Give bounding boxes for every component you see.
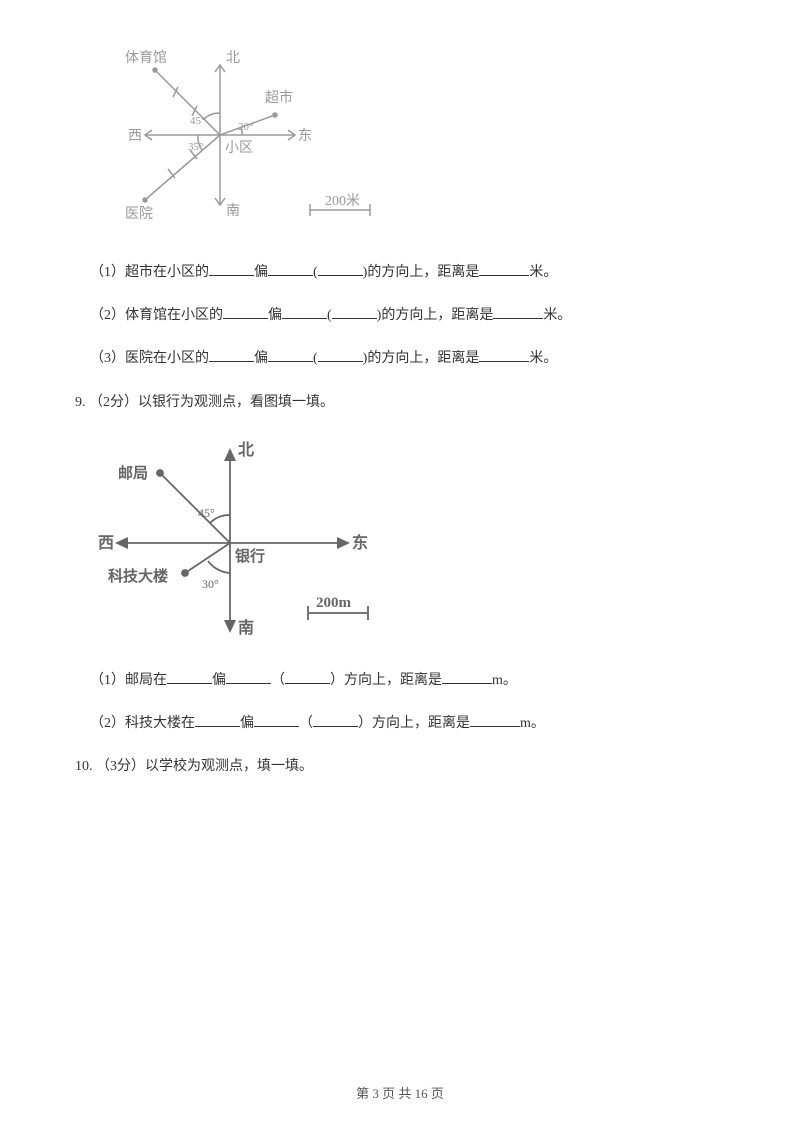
q8-1: （1）超市在小区的偏()的方向上，距离是米。 — [90, 260, 725, 285]
label-angle45: 45° — [190, 115, 205, 127]
label-north2: 北 — [238, 441, 254, 459]
label-scale2: 200m — [316, 595, 352, 611]
q9-1-mid3: ）方向上，距离是 — [330, 673, 442, 688]
label-angle30: 30° — [202, 577, 219, 591]
q9-1-suffix: m。 — [492, 673, 517, 688]
label-east2: 东 — [352, 533, 368, 552]
heading-10: 10. （3分）以学校为观测点，填一填。 — [75, 754, 725, 779]
label-west2: 西 — [98, 534, 114, 552]
label-south: 南 — [226, 203, 240, 219]
blank — [209, 261, 254, 276]
blank — [209, 347, 254, 362]
label-post: 邮局 — [118, 464, 148, 482]
blank — [318, 347, 363, 362]
q9-2-mid2: （ — [299, 716, 313, 731]
blank — [268, 261, 313, 276]
blank — [223, 304, 268, 319]
q9-1: （1）邮局在 偏 （ ）方向上，距离是 m。 — [90, 668, 725, 693]
label-hospital: 医院 — [125, 206, 153, 222]
label-angle20: 20° — [238, 121, 253, 133]
diagram-bank: 北 南 东 西 银行 邮局 科技大楼 200m 45° 30° — [90, 433, 725, 648]
q8-3: （3）医院在小区的偏()的方向上，距离是米。 — [90, 346, 725, 371]
q9-1-mid2: （ — [271, 673, 285, 688]
q8-1-suffix: 米。 — [529, 265, 557, 280]
blank — [493, 304, 543, 319]
blank — [268, 347, 313, 362]
label-east: 东 — [298, 128, 312, 144]
label-angle35: 35° — [188, 141, 203, 153]
q8-2: （2）体育馆在小区的偏()的方向上，距离是米。 — [90, 303, 725, 328]
q9-1-prefix: （1）邮局在 — [90, 673, 167, 688]
q9-2-mid3: ）方向上，距离是 — [358, 716, 470, 731]
blank — [442, 668, 492, 683]
q9-2-prefix: （2）科技大楼在 — [90, 716, 195, 731]
label-bank: 银行 — [235, 547, 265, 565]
q8-2-suffix: 米。 — [543, 308, 571, 323]
blank — [479, 347, 529, 362]
label-supermarket: 超市 — [265, 89, 293, 106]
label-center: 小区 — [225, 140, 253, 156]
label-west: 西 — [128, 129, 142, 144]
blank — [332, 304, 377, 319]
label-gym: 体育馆 — [125, 50, 167, 66]
q8-3-mid3: )的方向上，距离是 — [363, 351, 480, 366]
label-scale1: 200米 — [325, 193, 360, 209]
q8-2-prefix: （2）体育馆在小区的 — [90, 308, 223, 323]
q8-3-prefix: （3）医院在小区的 — [90, 351, 209, 366]
bank-direction-svg: 北 南 东 西 银行 邮局 科技大楼 200m 45° 30° — [90, 433, 390, 648]
q9-2-mid1: 偏 — [240, 716, 254, 731]
q9-2: （2）科技大楼在 偏 （ ）方向上，距离是 m。 — [90, 711, 725, 736]
page-footer: 第 3 页 共 16 页 — [0, 1083, 800, 1102]
blank — [318, 261, 363, 276]
label-tech: 科技大楼 — [108, 567, 168, 585]
label-south2: 南 — [238, 618, 254, 637]
q9-1-mid1: 偏 — [212, 673, 226, 688]
q8-2-mid1: 偏 — [268, 308, 282, 323]
q8-1-mid1: 偏 — [254, 265, 268, 280]
label-angle45-2: 45° — [198, 506, 215, 520]
blank — [254, 712, 299, 727]
blank — [285, 668, 330, 683]
diagram-community: 北 南 东 西 小区 体育馆 超市 医院 200米 45° 20° 35° — [90, 40, 725, 240]
blank — [226, 668, 271, 683]
blank — [470, 712, 520, 727]
q8-3-suffix: 米。 — [529, 351, 557, 366]
q8-1-prefix: （1）超市在小区的 — [90, 265, 209, 280]
heading-9: 9. （2分）以银行为观测点，看图填一填。 — [75, 390, 725, 415]
q8-3-mid1: 偏 — [254, 351, 268, 366]
blank — [313, 712, 358, 727]
blank — [167, 668, 212, 683]
blank — [282, 304, 327, 319]
q8-1-mid3: )的方向上，距离是 — [363, 265, 480, 280]
blank — [195, 712, 240, 727]
label-north: 北 — [226, 50, 240, 66]
q9-2-suffix: m。 — [520, 716, 545, 731]
blank — [479, 261, 529, 276]
community-direction-svg: 北 南 东 西 小区 体育馆 超市 医院 200米 45° 20° 35° — [90, 40, 390, 240]
q8-2-mid3: )的方向上，距离是 — [377, 308, 494, 323]
